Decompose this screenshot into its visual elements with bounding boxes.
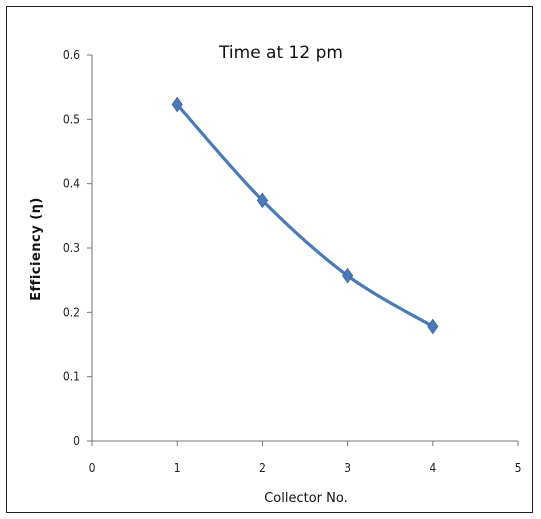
- x-tick-label: 4: [429, 461, 436, 475]
- series-group: [171, 96, 439, 335]
- x-tick-label: 2: [259, 461, 266, 475]
- axes: 0 0.1 0.2 0.3 0.4 0.5 0.6 0 1 2 3 4 5: [63, 48, 522, 475]
- data-point-marker: [427, 318, 439, 335]
- y-tick-label: 0.6: [63, 48, 80, 62]
- chart-title: Time at 12 pm: [218, 43, 343, 63]
- y-axis-label: Efficiency (η): [29, 197, 44, 301]
- x-tick-label: 0: [89, 461, 96, 475]
- chart-frame: [6, 6, 533, 513]
- x-axis-label: Collector No.: [264, 491, 348, 506]
- y-tick-label: 0.4: [63, 177, 80, 191]
- y-tick-label: 0.1: [63, 370, 80, 384]
- x-tick-label: 5: [515, 461, 522, 475]
- y-tick-label: 0: [73, 434, 80, 448]
- data-point-marker: [341, 267, 354, 284]
- x-tick-label: 3: [344, 461, 351, 475]
- y-tick-label: 0.5: [63, 112, 80, 126]
- series-line: [176, 103, 434, 328]
- x-tick-label: 1: [174, 461, 181, 475]
- data-point-marker: [171, 96, 183, 113]
- y-tick-label: 0.3: [63, 241, 80, 255]
- data-point-marker: [256, 192, 269, 209]
- y-tick-label: 0.2: [63, 305, 80, 319]
